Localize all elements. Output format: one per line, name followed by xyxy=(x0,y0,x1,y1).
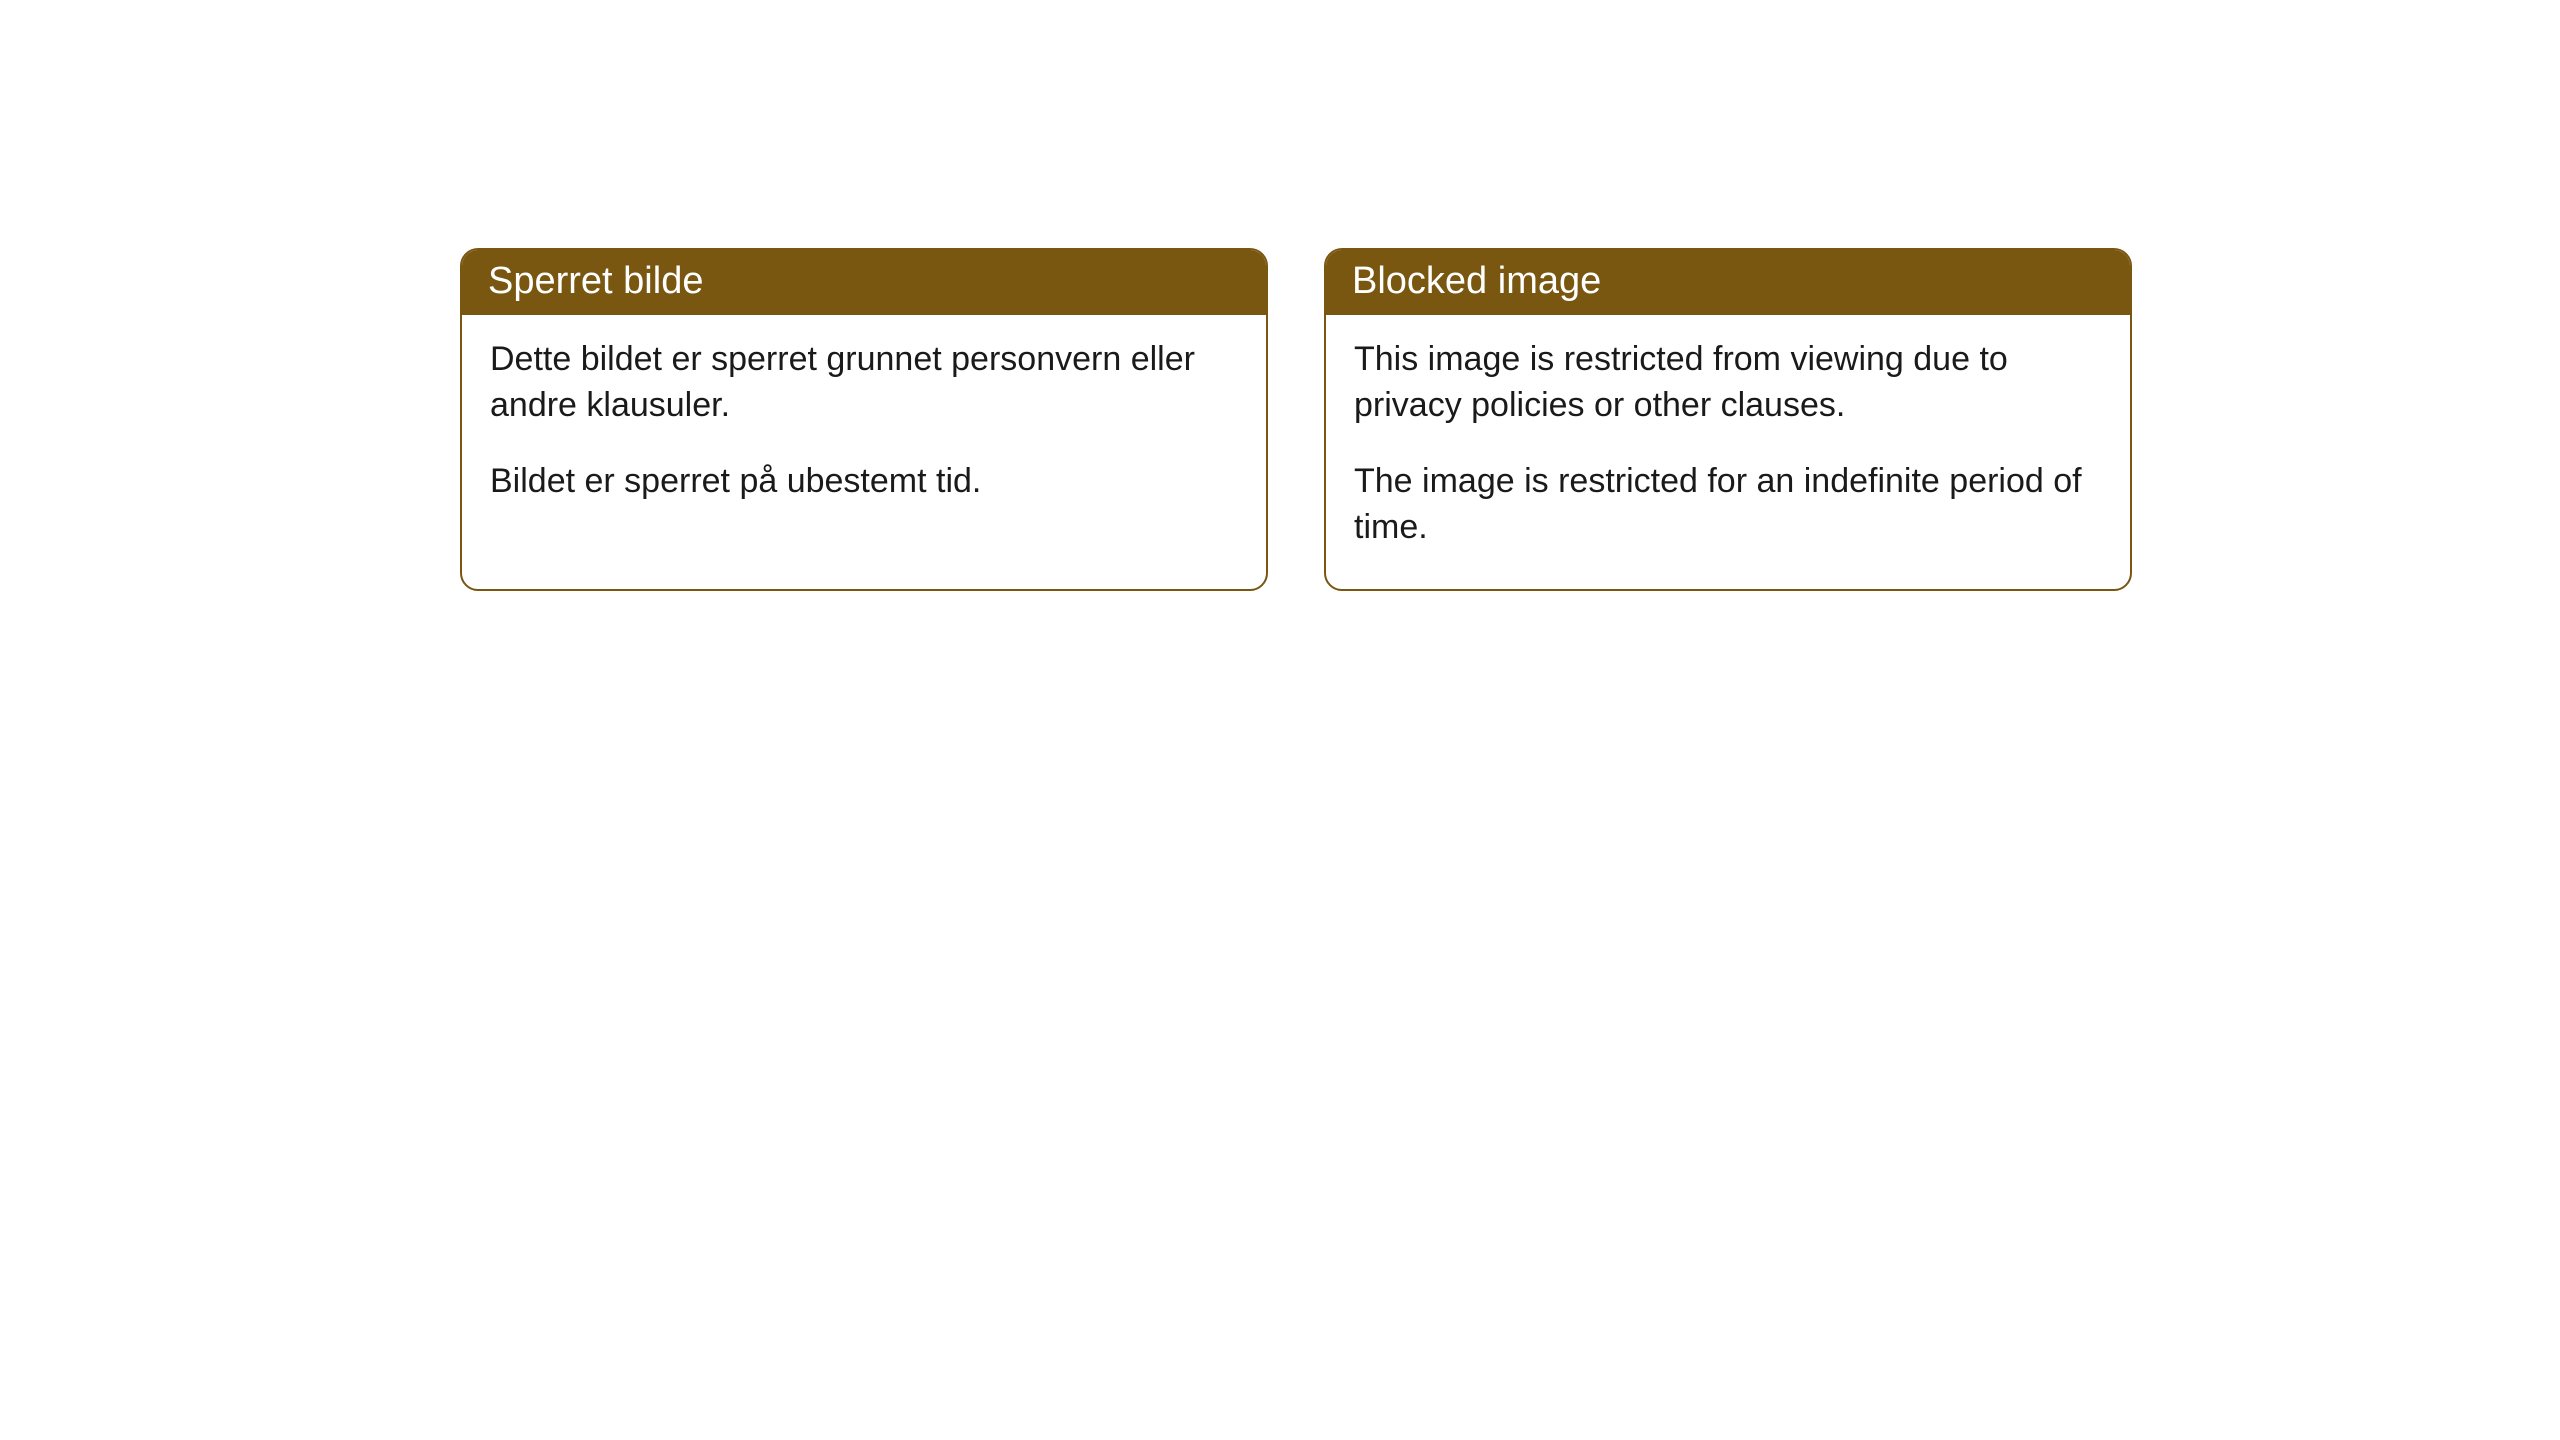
notice-card-norwegian: Sperret bilde Dette bildet er sperret gr… xyxy=(460,248,1268,591)
card-body: Dette bildet er sperret grunnet personve… xyxy=(462,315,1266,543)
card-paragraph: The image is restricted for an indefinit… xyxy=(1354,459,2102,551)
card-paragraph: This image is restricted from viewing du… xyxy=(1354,337,2102,429)
notice-cards-container: Sperret bilde Dette bildet er sperret gr… xyxy=(460,248,2132,591)
card-body: This image is restricted from viewing du… xyxy=(1326,315,2130,589)
card-title: Blocked image xyxy=(1326,250,2130,315)
card-paragraph: Dette bildet er sperret grunnet personve… xyxy=(490,337,1238,429)
card-paragraph: Bildet er sperret på ubestemt tid. xyxy=(490,459,1238,505)
card-title: Sperret bilde xyxy=(462,250,1266,315)
notice-card-english: Blocked image This image is restricted f… xyxy=(1324,248,2132,591)
